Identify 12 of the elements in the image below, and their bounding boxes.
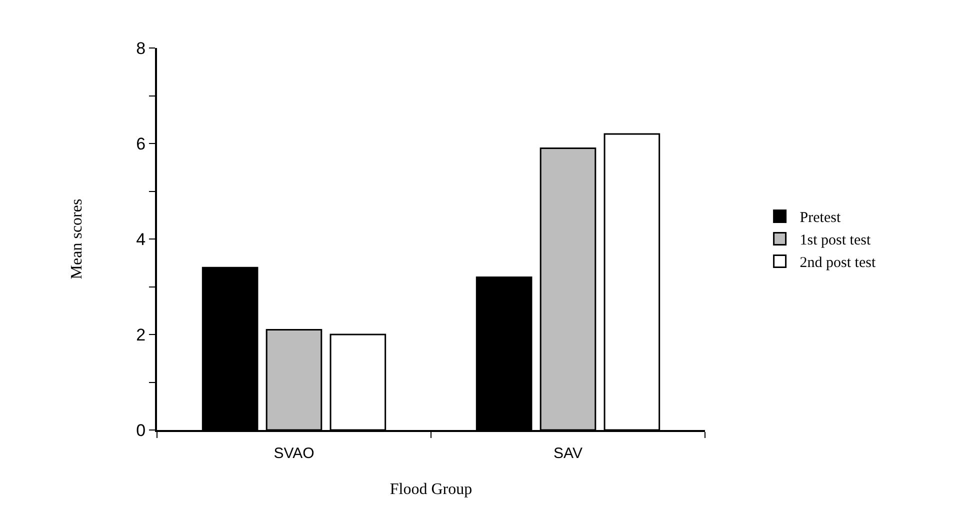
y-tick-label: 8 <box>136 38 146 58</box>
legend-label: Pretest <box>800 210 842 226</box>
legend-label: 1st post test <box>800 232 872 249</box>
y-tick-label: 6 <box>136 134 146 154</box>
x-axis-title: Flood Group <box>390 481 472 498</box>
y-tick-label: 4 <box>136 230 146 249</box>
x-tick-label: SAV <box>554 445 582 462</box>
x-tick-label: SVAO <box>274 445 314 462</box>
legend-label: 2nd post test <box>800 255 876 272</box>
y-tick-label: 2 <box>136 325 146 344</box>
y-axis-title: Mean scores <box>68 198 86 280</box>
y-tick-label: 0 <box>136 420 146 440</box>
